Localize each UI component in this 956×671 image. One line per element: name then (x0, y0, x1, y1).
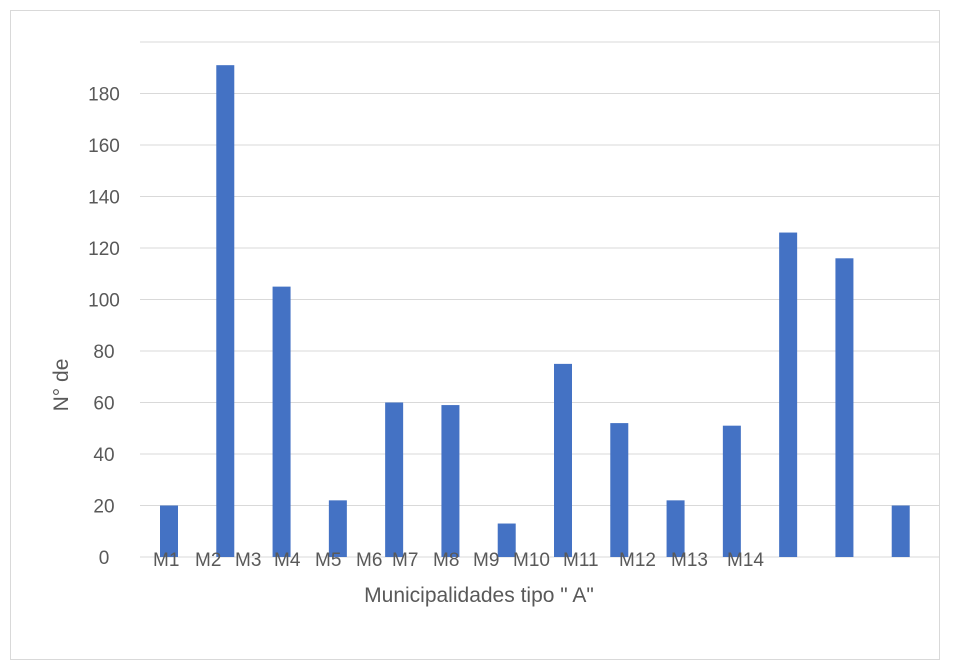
x-tick-label: M6 (356, 550, 382, 571)
x-tick-label: M2 (195, 550, 221, 571)
x-tick-label: M4 (274, 550, 301, 571)
x-tick-label: M12 (619, 550, 656, 571)
bar (160, 505, 178, 557)
bar (554, 363, 572, 557)
bar (666, 500, 685, 557)
x-tick-label: M11 (563, 550, 599, 571)
y-axis-title: N° de (50, 359, 73, 412)
bar (610, 423, 629, 557)
y-tick-label: 120 (88, 239, 120, 260)
x-tick-label: M7 (392, 550, 418, 571)
x-tick-label: M1 (153, 550, 179, 571)
x-axis-title: Municipalidades tipo " A" (364, 584, 594, 607)
gridlines (140, 41, 940, 558)
y-tick-label: 40 (93, 445, 114, 466)
x-tick-label: M8 (433, 550, 459, 571)
bar (328, 500, 347, 557)
x-tick-label: M9 (473, 550, 499, 571)
bar (385, 402, 404, 557)
y-tick-label: 80 (93, 342, 114, 363)
y-tick-label: 180 (88, 85, 120, 106)
bar (835, 258, 854, 557)
x-tick-label: M13 (671, 550, 708, 571)
y-tick-label: 60 (93, 394, 114, 415)
bar (779, 232, 798, 558)
y-tick-label: 140 (88, 188, 120, 209)
bar (891, 505, 910, 557)
x-tick-label: M3 (235, 550, 261, 571)
y-tick-label: 160 (88, 136, 120, 157)
x-tick-label: M14 (727, 550, 764, 571)
bar (216, 65, 235, 558)
y-tick-label: 100 (88, 291, 120, 312)
x-tick-label: M10 (513, 550, 550, 571)
x-tick-label: M5 (315, 550, 341, 571)
bars (160, 65, 910, 558)
bar (441, 405, 460, 557)
y-tick-label: 20 (93, 497, 114, 518)
bar (722, 425, 741, 557)
bar (272, 286, 291, 557)
y-tick-label: 0 (99, 548, 110, 569)
x-tick-labels: M1 M2 M3 M4 M5 M6 M7 M8 M9 M10 M11 M12 M13 M14 (153, 550, 764, 571)
bar (497, 523, 516, 557)
y-tick-labels: 0 20 40 60 80 100 120 140 160 180 (88, 85, 120, 570)
